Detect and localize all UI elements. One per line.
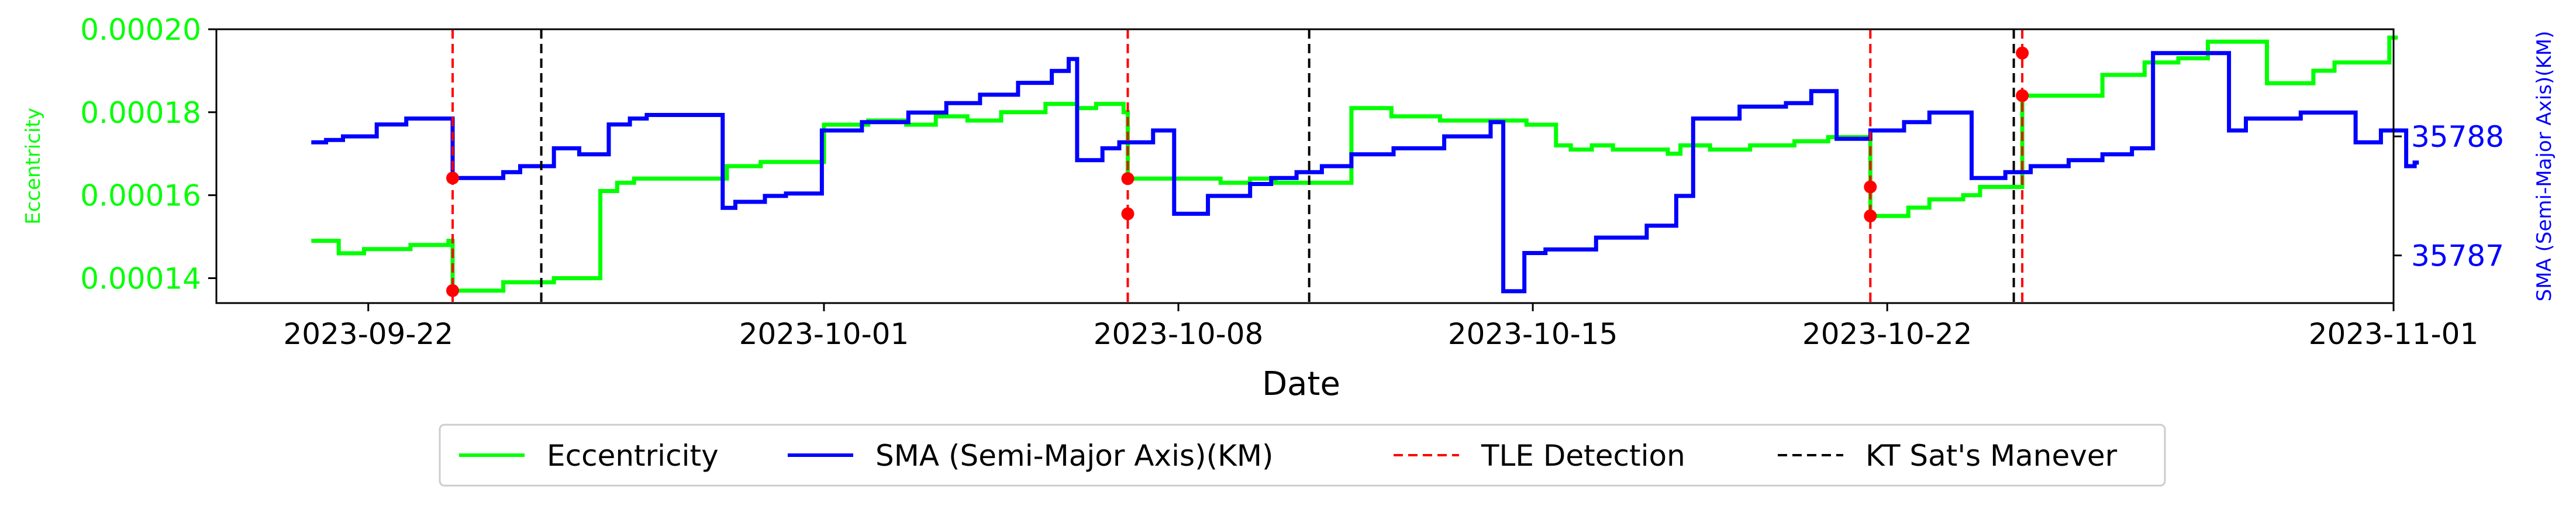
detection-marker <box>1864 209 1877 223</box>
y-left-tick-label: 0.00020 <box>80 13 201 47</box>
y-left-tick-label: 0.00018 <box>80 96 201 130</box>
x-tick-label: 2023-10-22 <box>1802 317 1972 351</box>
y-right-tick-label: 35787 <box>2411 239 2504 273</box>
detection-marker <box>1864 180 1877 194</box>
plot-frame <box>215 28 2395 304</box>
detection-marker <box>2016 46 2029 60</box>
y-right-axis-label: SMA (Semi-Major Axis)(KM) <box>2533 31 2556 302</box>
y-right-axis: 35787 35788 <box>2394 120 2504 273</box>
x-tick-label: 2023-10-01 <box>739 317 909 351</box>
x-axis: 2023-09-22 2023-10-01 2023-10-08 2023-10-15… <box>283 303 2478 351</box>
x-tick-label: 2023-10-15 <box>1448 317 1618 351</box>
axes-box <box>215 28 2395 304</box>
y-left-tick-label: 0.00016 <box>80 179 201 213</box>
y-right-tick-label: 35788 <box>2411 120 2504 154</box>
y-left-axis: 0.00014 0.00016 0.00018 0.00020 <box>80 13 216 295</box>
series-line-sma <box>311 51 2419 294</box>
detection-marker <box>1121 207 1134 221</box>
detection-marker <box>2016 89 2029 102</box>
legend-entry-sma-label: SMA (Semi-Major Axis)(KM) <box>875 439 1274 473</box>
x-tick-label: 2023-10-08 <box>1094 317 1264 351</box>
legend-entry-maneuver-label: KT Sat's Manever <box>1865 439 2118 473</box>
detection-marker <box>1121 172 1134 185</box>
legend-entry-eccentricity-label: Eccentricity <box>547 439 719 473</box>
y-left-tick-label: 0.00014 <box>80 262 201 295</box>
y-left-axis-label: Eccentricity <box>22 108 45 225</box>
detection-marker <box>446 171 459 185</box>
legend: Eccentricity SMA (Semi-Major Axis)(KM) TLE… <box>439 424 2166 487</box>
detection-marker <box>446 284 459 297</box>
x-axis-label: Date <box>1262 365 1340 403</box>
series-line-eccentricity <box>311 35 2398 293</box>
legend-entry-tle-detection-label: TLE Detection <box>1481 439 1685 473</box>
x-tick-label: 2023-09-22 <box>283 317 453 351</box>
plot-area <box>311 29 2419 303</box>
x-tick-label: 2023-11-01 <box>2309 317 2479 351</box>
legend-box <box>439 424 2166 487</box>
